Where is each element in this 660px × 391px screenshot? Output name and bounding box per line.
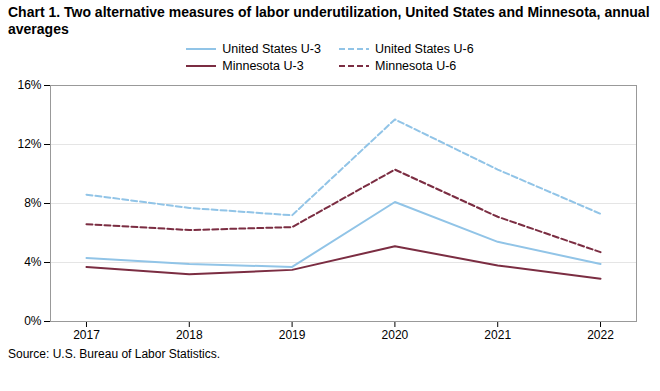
- svg-text:16%: 16%: [17, 78, 41, 92]
- svg-text:4%: 4%: [24, 255, 42, 269]
- html-text:Chart 1. Two alternative measu: Chart 1. Two alternative measures of lab…: [8, 4, 650, 37]
- html-text:Minnesota U-3: Minnesota U-3: [222, 58, 304, 73]
- svg-text:2019: 2019: [279, 328, 306, 342]
- svg-text:0%: 0%: [24, 314, 42, 328]
- html-text:United States U-6: United States U-6: [375, 41, 474, 56]
- svg-text:2020: 2020: [382, 328, 409, 342]
- svg-text:2022: 2022: [587, 328, 614, 342]
- svg-text:2018: 2018: [176, 328, 203, 342]
- html-text:Minnesota U-6: Minnesota U-6: [375, 58, 457, 73]
- svg-text:12%: 12%: [17, 137, 41, 151]
- svg-text:2021: 2021: [484, 328, 511, 342]
- svg-text:8%: 8%: [24, 196, 42, 210]
- svg-text:2017: 2017: [73, 328, 100, 342]
- html-text:United States U-3: United States U-3: [222, 41, 321, 56]
- html-text:Source: U.S. Bureau of Labor S: Source: U.S. Bureau of Labor Statistics.: [8, 346, 221, 361]
